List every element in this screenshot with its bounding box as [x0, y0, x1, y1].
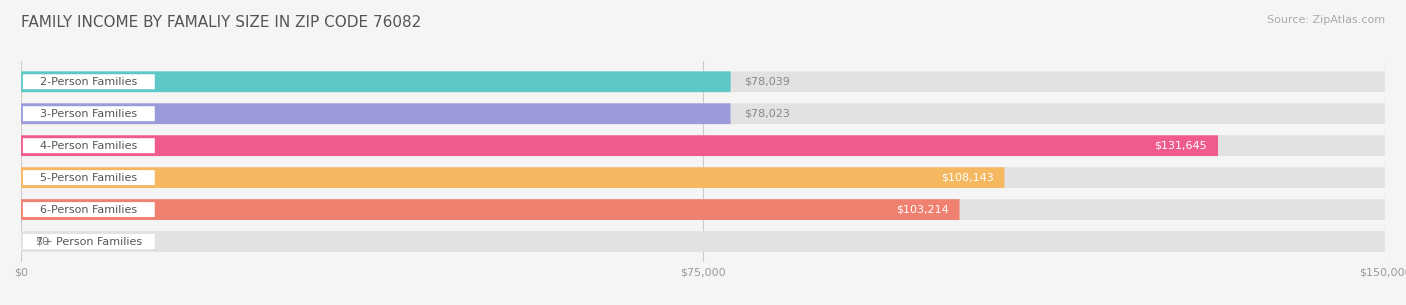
FancyBboxPatch shape — [22, 234, 155, 249]
FancyBboxPatch shape — [21, 103, 1385, 124]
FancyBboxPatch shape — [22, 138, 155, 153]
Text: 7+ Person Families: 7+ Person Families — [35, 237, 142, 246]
Text: 5-Person Families: 5-Person Families — [41, 173, 138, 183]
FancyBboxPatch shape — [21, 199, 1385, 220]
FancyBboxPatch shape — [21, 103, 731, 124]
FancyBboxPatch shape — [21, 167, 1004, 188]
Text: 2-Person Families: 2-Person Families — [41, 77, 138, 87]
FancyBboxPatch shape — [21, 71, 731, 92]
Text: 6-Person Families: 6-Person Families — [41, 205, 138, 215]
FancyBboxPatch shape — [22, 74, 155, 89]
Text: 4-Person Families: 4-Person Families — [41, 141, 138, 151]
Text: Source: ZipAtlas.com: Source: ZipAtlas.com — [1267, 15, 1385, 25]
Text: $131,645: $131,645 — [1154, 141, 1208, 151]
FancyBboxPatch shape — [21, 167, 1385, 188]
FancyBboxPatch shape — [22, 202, 155, 217]
Text: 3-Person Families: 3-Person Families — [41, 109, 138, 119]
Text: $78,023: $78,023 — [744, 109, 790, 119]
FancyBboxPatch shape — [21, 71, 1385, 92]
FancyBboxPatch shape — [21, 199, 959, 220]
FancyBboxPatch shape — [21, 135, 1218, 156]
FancyBboxPatch shape — [21, 231, 1385, 252]
FancyBboxPatch shape — [21, 135, 1385, 156]
Text: $78,039: $78,039 — [744, 77, 790, 87]
FancyBboxPatch shape — [22, 170, 155, 185]
Text: $0: $0 — [35, 237, 49, 246]
Text: FAMILY INCOME BY FAMALIY SIZE IN ZIP CODE 76082: FAMILY INCOME BY FAMALIY SIZE IN ZIP COD… — [21, 15, 422, 30]
Text: $103,214: $103,214 — [896, 205, 949, 215]
FancyBboxPatch shape — [22, 106, 155, 121]
Text: $108,143: $108,143 — [941, 173, 994, 183]
